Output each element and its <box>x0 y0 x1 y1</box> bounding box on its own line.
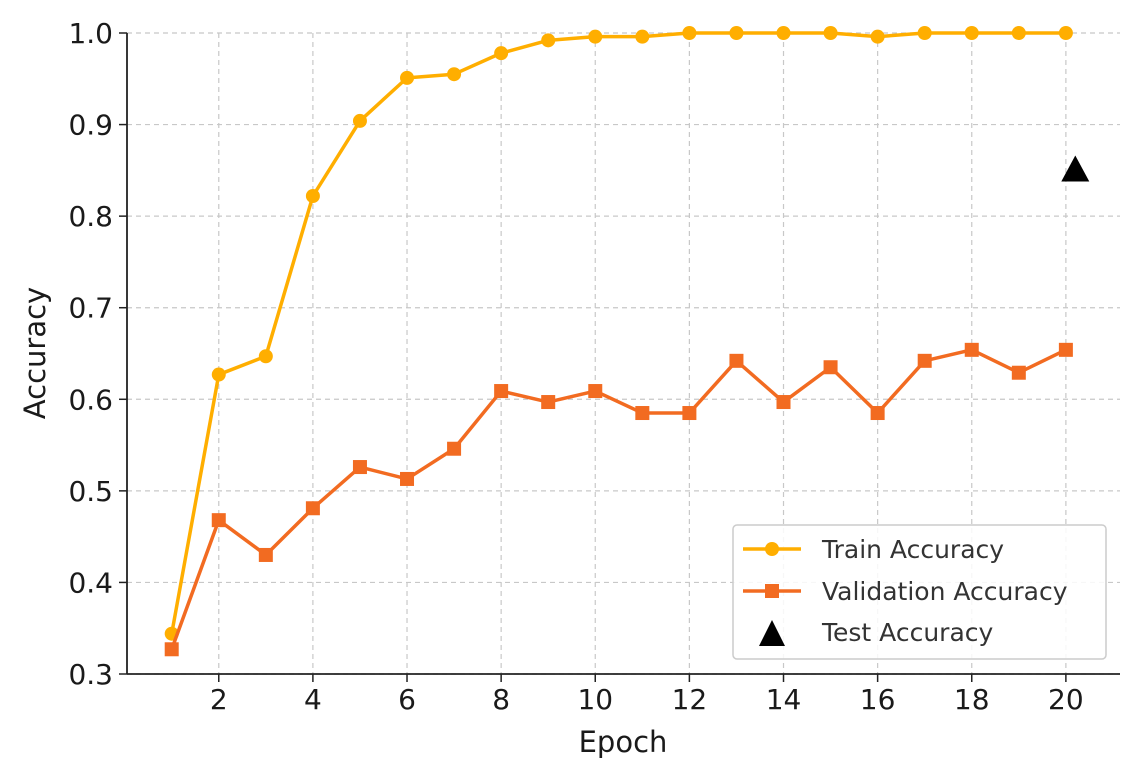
legend-train-marker <box>765 542 779 556</box>
legend-test-label: Test Accuracy <box>821 618 994 647</box>
y-tick-label: 0.7 <box>68 292 113 325</box>
legend-val-label: Validation Accuracy <box>822 577 1068 606</box>
train-accuracy-point <box>729 26 744 40</box>
validation-accuracy-point <box>494 384 509 399</box>
train-accuracy-line <box>169 31 1066 635</box>
train-accuracy-point <box>823 26 838 40</box>
x-tick-label: 20 <box>1048 683 1084 716</box>
y-tick-label: 0.8 <box>68 200 113 233</box>
axes: 2 4 6 8 10 12 14 16 18 20 0.3 0.4 0.5 0.6 0.7 0.8 0.9 1.0 <box>68 17 1120 716</box>
train-accuracy-point <box>258 349 273 364</box>
validation-accuracy-point <box>258 547 273 562</box>
validation-accuracy-line <box>170 348 1067 650</box>
validation-accuracy-point <box>305 501 320 516</box>
validation-accuracy-point <box>588 384 603 399</box>
legend-test-marker <box>759 620 785 646</box>
train-accuracy-point <box>541 33 556 48</box>
validation-accuracy-point <box>164 642 179 657</box>
legend-val-marker <box>765 584 779 598</box>
x-tick-label: 2 <box>210 683 228 716</box>
x-tick-label: 10 <box>577 683 613 716</box>
validation-accuracy-point <box>1058 342 1073 357</box>
x-tick-label: 18 <box>954 683 990 716</box>
y-tick-label: 1.0 <box>68 17 113 50</box>
train-accuracy-point <box>305 188 320 203</box>
train-accuracy-point <box>400 70 415 85</box>
train-accuracy-point <box>635 29 650 44</box>
y-axis-label: Accuracy <box>18 287 52 419</box>
validation-accuracy-point <box>870 406 885 421</box>
validation-accuracy-point <box>729 353 744 368</box>
legend-train-label: Train Accuracy <box>821 535 1004 564</box>
validation-accuracy-point <box>211 513 226 528</box>
train-accuracy-point <box>682 26 697 40</box>
train-accuracy-point <box>494 46 509 61</box>
validation-accuracy-point <box>964 342 979 357</box>
y-tick-label: 0.3 <box>68 658 113 691</box>
series-layer <box>164 26 1090 657</box>
validation-accuracy-point <box>447 441 462 456</box>
validation-accuracy-point <box>635 406 650 421</box>
y-tick-label: 0.6 <box>68 383 113 416</box>
x-tick-label: 8 <box>492 683 510 716</box>
train-accuracy-point <box>588 29 603 44</box>
validation-accuracy-point <box>400 471 415 486</box>
train-accuracy-point <box>1058 26 1073 40</box>
legend-frame <box>732 524 1107 660</box>
train-accuracy-point <box>917 26 932 40</box>
x-axis-label: Epoch <box>579 725 668 759</box>
validation-accuracy-point <box>352 460 367 475</box>
train-accuracy-point <box>776 26 791 40</box>
validation-accuracy-point <box>541 395 556 410</box>
validation-accuracy-point <box>776 395 791 410</box>
x-tick-label: 12 <box>672 683 708 716</box>
x-tick-label: 14 <box>766 683 802 716</box>
validation-accuracy-point <box>823 360 838 375</box>
train-accuracy-point <box>211 367 226 382</box>
y-tick-label: 0.5 <box>68 475 113 508</box>
validation-accuracy-point <box>917 353 932 368</box>
x-tick-label: 4 <box>304 683 322 716</box>
y-tick-label: 0.9 <box>68 109 113 142</box>
train-accuracy-point <box>447 67 462 82</box>
train-accuracy-point <box>1011 26 1026 40</box>
validation-accuracy-point <box>1011 365 1026 380</box>
validation-accuracy-point <box>682 406 697 421</box>
x-tick-label: 16 <box>860 683 896 716</box>
train-accuracy-point <box>352 113 367 128</box>
x-tick-label: 6 <box>398 683 416 716</box>
legend: Train Accuracy Validation Accuracy Test … <box>732 524 1107 660</box>
y-tick-label: 0.4 <box>68 566 113 599</box>
train-accuracy-point <box>964 26 979 40</box>
test-accuracy-point <box>1061 155 1090 182</box>
train-accuracy-point <box>870 29 885 44</box>
